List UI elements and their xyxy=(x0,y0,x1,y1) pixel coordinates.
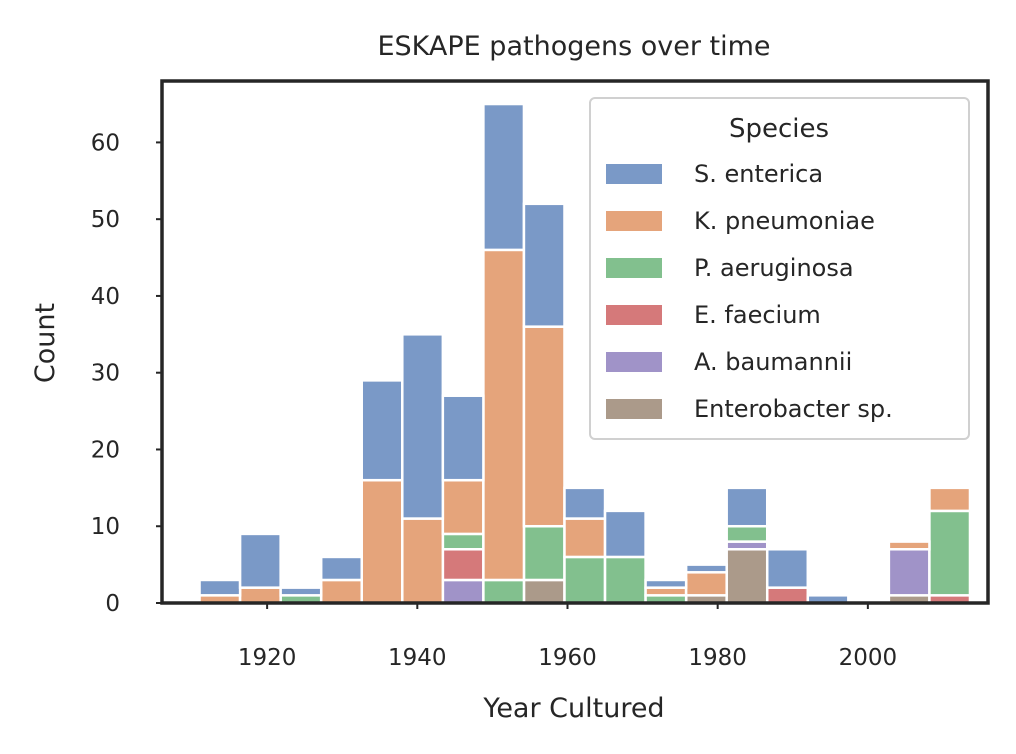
bar-k-pneumoniae xyxy=(441,478,485,536)
bar-k-pneumoniae xyxy=(401,517,445,605)
legend-label: P. aeruginosa xyxy=(694,254,854,282)
bar-k-pneumoniae xyxy=(360,478,404,605)
x-tick-label: 1940 xyxy=(388,645,447,671)
bar-s-enterica xyxy=(482,102,526,252)
bar-s-enterica xyxy=(238,532,282,589)
bar-s-enterica xyxy=(401,333,445,520)
legend-swatch xyxy=(606,352,662,372)
bar-a-baumannii xyxy=(441,578,485,605)
bar-k-pneumoniae xyxy=(928,486,972,513)
y-tick-label: 0 xyxy=(105,591,120,617)
legend-swatch xyxy=(606,399,662,419)
bar-enterobacter-sp xyxy=(725,548,769,605)
x-tick-label: 1920 xyxy=(238,645,297,671)
bars-layer xyxy=(198,102,972,605)
legend-label: E. faecium xyxy=(694,301,821,329)
y-tick-label: 30 xyxy=(91,361,120,387)
bar-e-faecium xyxy=(441,548,485,582)
bar-k-pneumoniae xyxy=(238,586,282,605)
bar-s-enterica xyxy=(198,578,242,597)
legend-swatch xyxy=(606,164,662,184)
bar-s-enterica xyxy=(725,486,769,528)
bar-s-enterica xyxy=(279,586,323,597)
bar-k-pneumoniae xyxy=(887,540,931,551)
bar-p-aeruginosa xyxy=(563,555,607,605)
bar-p-aeruginosa xyxy=(603,555,647,605)
bar-s-enterica xyxy=(765,548,810,589)
bar-a-baumannii xyxy=(887,548,931,597)
ticks-layer: 1920 1940 1960 1980 2000 0 10 20 30 40 50 60 xyxy=(91,130,897,671)
y-tick-label: 60 xyxy=(91,130,120,156)
legend-swatch xyxy=(606,305,662,325)
legend-label: K. pneumoniae xyxy=(694,207,875,235)
x-tick-label: 2000 xyxy=(839,645,898,671)
bar-p-aeruginosa xyxy=(522,524,566,582)
bar-p-aeruginosa xyxy=(441,532,485,551)
bar-k-pneumoniae xyxy=(482,248,526,582)
legend-swatch xyxy=(606,258,662,278)
y-tick-label: 20 xyxy=(91,437,120,463)
bar-s-enterica xyxy=(360,379,404,482)
y-axis-label: Count xyxy=(30,303,61,383)
bar-k-pneumoniae xyxy=(684,571,728,597)
bar-k-pneumoniae xyxy=(563,517,607,559)
bar-e-faecium xyxy=(765,586,810,605)
bar-s-enterica xyxy=(441,394,485,482)
bar-p-aeruginosa xyxy=(725,524,769,543)
legend-title: Species xyxy=(729,114,829,144)
y-tick-label: 40 xyxy=(91,284,120,310)
bar-s-enterica xyxy=(319,555,363,582)
bar-s-enterica xyxy=(522,202,566,328)
x-tick-label: 1960 xyxy=(538,645,597,671)
bar-s-enterica xyxy=(563,486,607,520)
y-tick-label: 10 xyxy=(91,514,120,540)
bar-s-enterica xyxy=(684,563,728,574)
legend-box xyxy=(589,97,970,440)
chart-title: ESKAPE pathogens over time xyxy=(377,31,770,62)
legend-label: S. enterica xyxy=(694,160,823,188)
bar-s-enterica xyxy=(603,509,647,559)
plot-frame xyxy=(160,79,990,605)
bar-enterobacter-sp xyxy=(522,578,566,605)
x-axis-label: Year Cultured xyxy=(482,693,664,724)
bar-k-pneumoniae xyxy=(522,325,566,528)
bar-s-enterica xyxy=(644,578,688,589)
y-tick-label: 50 xyxy=(91,207,120,233)
legend-label: A. baumannii xyxy=(694,348,852,376)
legend-swatch xyxy=(606,211,662,231)
bar-p-aeruginosa xyxy=(928,509,972,597)
bar-p-aeruginosa xyxy=(482,578,526,605)
legend-label: Enterobacter sp. xyxy=(694,395,893,423)
bar-k-pneumoniae xyxy=(319,578,363,605)
legend: Species S. enterica K. pneumoniae P. aerug… xyxy=(589,97,970,440)
x-tick-label: 1980 xyxy=(688,645,747,671)
